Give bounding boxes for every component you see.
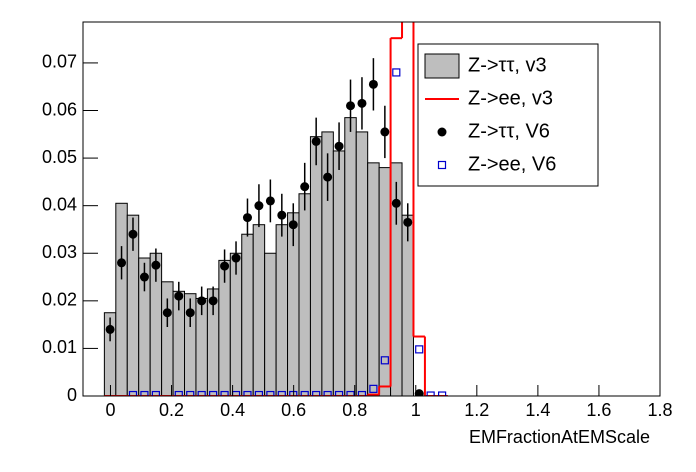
- marker: [392, 68, 401, 77]
- y-tick-label: 0.06: [42, 99, 77, 119]
- bar: [275, 224, 289, 396]
- point: [380, 127, 390, 137]
- bar: [252, 224, 266, 396]
- point: [231, 253, 241, 263]
- point: [300, 182, 310, 192]
- bar: [309, 136, 323, 396]
- marker: [174, 390, 183, 396]
- point: [254, 201, 264, 211]
- x-tick-label: 0.2: [159, 400, 184, 420]
- marker: [220, 390, 229, 396]
- legend: Z->ττ, v3 Z->ee, v3 Z->ττ, V6 Z->ee, V6: [417, 43, 599, 187]
- marker: [254, 390, 264, 396]
- point: [346, 101, 356, 111]
- marker: [277, 390, 286, 396]
- marker: [128, 390, 138, 396]
- y-tick-label: 0.01: [42, 337, 77, 357]
- y-tick-label: 0.05: [42, 147, 77, 167]
- legend-label: Z->ee, V6: [468, 153, 556, 175]
- marker: [151, 390, 160, 396]
- y-tick-label: 0.02: [42, 290, 77, 310]
- marker: [312, 390, 321, 396]
- point: [391, 198, 401, 208]
- point: [288, 220, 298, 230]
- marker: [186, 390, 195, 396]
- plot-area: [103, 22, 448, 396]
- bar: [298, 193, 311, 396]
- frame: [82, 21, 661, 397]
- marker: [266, 390, 275, 396]
- marker: [300, 390, 309, 396]
- x-tick-label: 0.4: [220, 400, 245, 420]
- marker: [197, 390, 206, 396]
- y-tick-label: 0.03: [42, 242, 77, 262]
- marker: [415, 345, 424, 354]
- marker: [243, 390, 252, 396]
- marker: [334, 390, 344, 396]
- x-tick-label: 1.2: [464, 400, 489, 420]
- point: [117, 258, 127, 268]
- point: [242, 213, 252, 223]
- point: [220, 261, 230, 271]
- point: [128, 229, 138, 239]
- marker: [323, 390, 332, 396]
- marker: [380, 356, 389, 365]
- point: [265, 196, 275, 206]
- marker: [209, 390, 218, 396]
- y-tick-label: 0.04: [42, 194, 77, 214]
- legend-swatch: [424, 53, 460, 79]
- bar: [344, 117, 357, 396]
- y-tick-label: 0.07: [42, 52, 77, 72]
- bar: [367, 162, 380, 396]
- bar: [401, 214, 414, 396]
- marker: [369, 384, 378, 393]
- point: [139, 272, 149, 282]
- bar: [264, 252, 277, 396]
- point: [403, 217, 413, 227]
- point: [357, 98, 367, 108]
- x-tick-label: 1.6: [586, 400, 611, 420]
- legend-swatch: [437, 160, 447, 170]
- point: [334, 141, 344, 151]
- bar: [115, 202, 128, 396]
- marker: [357, 390, 367, 396]
- point: [162, 308, 172, 318]
- point: [185, 308, 195, 318]
- bar: [332, 150, 346, 396]
- legend-label: Z->ee, v3: [468, 87, 553, 109]
- x-axis-label: EMFractionAtEMScale: [469, 427, 650, 447]
- point: [414, 389, 424, 396]
- point: [277, 210, 287, 220]
- legend-swatch: [437, 127, 447, 137]
- point: [197, 296, 207, 306]
- point: [311, 136, 321, 146]
- x-tick-label: 1.4: [525, 400, 550, 420]
- point: [368, 79, 378, 89]
- x-tick-label: 0.6: [281, 400, 306, 420]
- point: [174, 291, 184, 301]
- point: [105, 324, 115, 334]
- point: [208, 296, 218, 306]
- bar: [355, 131, 369, 396]
- x-tick-label: 0: [105, 400, 115, 420]
- marker: [346, 390, 355, 396]
- legend-label: Z->ττ, V6: [468, 120, 550, 142]
- point: [151, 260, 161, 270]
- bar: [241, 233, 254, 396]
- y-tick-label: 0: [67, 385, 77, 405]
- x-tick-label: 1.8: [647, 400, 672, 420]
- legend-label: Z->ττ, v3: [468, 54, 547, 76]
- x-tick-label: 1: [411, 400, 421, 420]
- x-tick-label: 0.8: [342, 400, 367, 420]
- marker: [140, 390, 149, 396]
- point: [323, 172, 333, 182]
